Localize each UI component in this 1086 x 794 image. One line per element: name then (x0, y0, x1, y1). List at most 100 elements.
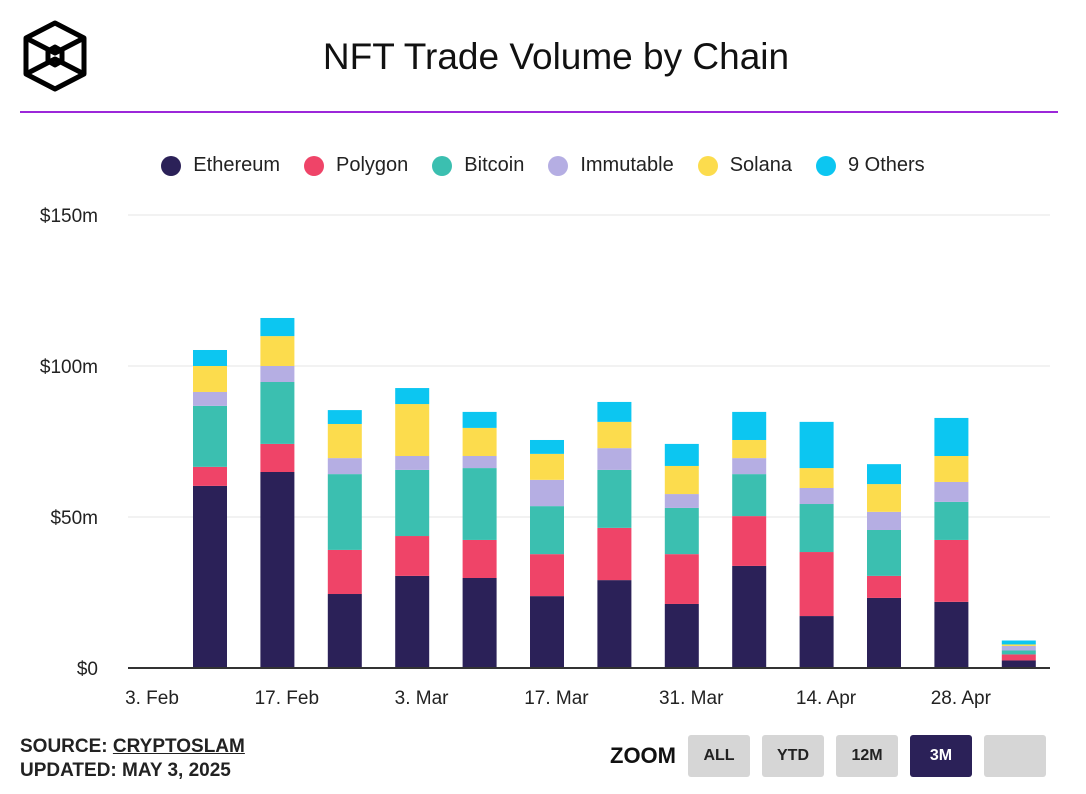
legend-item[interactable]: Bitcoin (432, 154, 524, 177)
bar-segment-solana (260, 336, 295, 366)
zoom-3m-button[interactable]: 3M (910, 735, 972, 777)
legend-item[interactable]: Ethereum (161, 154, 280, 177)
legend: Ethereum Polygon Bitcoin Immutable Solana 9 O… (0, 154, 1086, 177)
bar-segment-ethereum (327, 594, 362, 668)
bar-segment-9-others (462, 411, 497, 428)
bar-segment-ethereum (597, 580, 632, 668)
bar-segment-immutable (193, 391, 227, 406)
zoom-12m-button[interactable]: 12M (836, 735, 898, 777)
bar-segment-polygon (1001, 654, 1036, 661)
logo-cube-icon (23, 20, 87, 92)
x-tick-label: 17. Mar (524, 688, 589, 709)
legend-label: Immutable (580, 154, 674, 176)
zoom-extra-button[interactable] (984, 735, 1046, 777)
bar-segment-solana (395, 404, 430, 456)
bar-segment-solana (867, 484, 901, 512)
x-tick-label: 28. Apr (931, 688, 992, 709)
bar-segment-9-others (530, 439, 564, 454)
x-tick-label: 31. Mar (659, 688, 724, 709)
bar-segment-ethereum (193, 485, 227, 668)
y-tick-label: $0 (77, 659, 98, 680)
bar-segment-polygon (530, 554, 564, 597)
legend-dot-icon (304, 155, 325, 176)
updated-text: UPDATED: MAY 3, 2025 (20, 760, 231, 781)
bar-segment-solana (597, 421, 632, 449)
zoom-all-button[interactable]: ALL (688, 735, 750, 777)
bar-segment-9-others (732, 411, 767, 440)
legend-dot-icon (161, 155, 182, 176)
bar-segment-polygon (193, 466, 227, 486)
legend-item[interactable]: Immutable (548, 154, 674, 177)
zoom-ytd-button[interactable]: YTD (762, 735, 824, 777)
legend-dot-icon (815, 155, 836, 176)
bar-segment-ethereum (934, 601, 969, 668)
bar-segment-9-others (867, 464, 901, 485)
legend-dot-icon (432, 155, 453, 176)
legend-dot-icon (548, 155, 569, 176)
legend-item[interactable]: 9 Others (815, 154, 925, 177)
bar-segment-polygon (327, 549, 362, 595)
bar-segment-solana (327, 423, 362, 459)
legend-label: Polygon (336, 154, 409, 176)
legend-label: 9 Others (847, 154, 925, 176)
legend-label: Ethereum (193, 154, 281, 176)
plot-area: $0 $50m $100m $150m 3. Feb 17. Feb 3. Mar 17. M… (40, 206, 1050, 709)
source-link[interactable]: CRYPTOSLAM (112, 736, 245, 757)
bar-segment-immutable (260, 366, 295, 383)
bar-segment-ethereum (462, 578, 497, 668)
bar-segment-9-others (934, 417, 969, 456)
bar-segment-ethereum (260, 472, 295, 668)
bar-segment-polygon (867, 575, 901, 598)
bar-segment-solana (732, 439, 767, 459)
bar-segment-immutable (1001, 645, 1036, 651)
bar-segment-polygon (664, 554, 699, 604)
legend-label: Solana (729, 154, 792, 176)
x-tick-label: 3. Feb (125, 688, 179, 709)
bar-segment-ethereum (867, 597, 901, 668)
bar-segment-solana (1001, 644, 1036, 646)
source-label: SOURCE: (20, 736, 113, 757)
bar-segment-9-others (799, 421, 834, 469)
bar-segment-immutable (664, 494, 699, 508)
bar-segment-immutable (934, 481, 969, 502)
bar-segment-bitcoin (799, 504, 834, 553)
y-tick-label: $150m (40, 206, 98, 227)
bar-segment-bitcoin (1001, 650, 1036, 655)
bar-segment-immutable (867, 511, 901, 530)
bar-segment-9-others (193, 349, 227, 366)
bar-segment-polygon (260, 443, 295, 473)
bar-segment-immutable (395, 455, 430, 470)
bar-segment-immutable (732, 458, 767, 475)
bar-segment-9-others (1001, 640, 1036, 645)
bar-segment-immutable (597, 448, 632, 470)
bar-segment-bitcoin (732, 474, 767, 517)
bar-segment-9-others (597, 401, 632, 422)
title-divider (20, 111, 1058, 113)
bar-segment-solana (530, 453, 564, 480)
bar-segment-immutable (530, 479, 564, 507)
bar-segment-bitcoin (395, 469, 430, 537)
bar-segment-bitcoin (193, 405, 227, 467)
legend-item[interactable]: Polygon (304, 154, 408, 177)
bar-segment-solana (462, 427, 497, 456)
bar-segment-polygon (597, 527, 632, 581)
zoom-label: ZOOM (610, 743, 676, 768)
bar-segment-ethereum (732, 565, 767, 668)
y-tick-label: $50m (50, 508, 98, 529)
bar-segment-solana (664, 465, 699, 495)
bar-segment-bitcoin (934, 501, 969, 540)
bar-segment-bitcoin (462, 468, 497, 540)
bar-segment-bitcoin (327, 474, 362, 550)
bar-segment-bitcoin (664, 507, 699, 555)
legend-item[interactable]: Solana (697, 154, 792, 177)
bar-segment-bitcoin (530, 506, 564, 555)
bar-segment-polygon (799, 552, 834, 617)
bar-segment-ethereum (799, 616, 834, 668)
bar-segment-bitcoin (867, 529, 901, 576)
bar-segment-polygon (732, 516, 767, 566)
bar-segment-polygon (934, 539, 969, 602)
bar-segment-9-others (327, 410, 362, 424)
bar-segment-immutable (799, 488, 834, 505)
bar-segment-immutable (327, 458, 362, 475)
